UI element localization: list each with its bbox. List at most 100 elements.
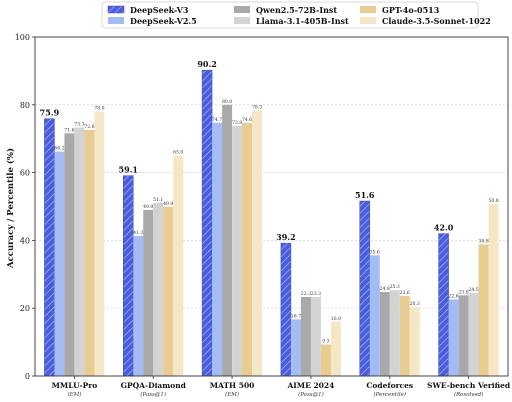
data-label: 90.2 [197, 59, 216, 69]
bar [468, 292, 479, 376]
bar [379, 291, 390, 376]
y-tick-label: 80 [20, 101, 30, 110]
bar [458, 295, 469, 376]
data-label: 9.3 [322, 338, 329, 344]
legend-swatch [360, 17, 376, 24]
bar [133, 235, 144, 376]
bar [242, 123, 253, 376]
bar [448, 299, 459, 376]
data-label: 16.0 [331, 316, 341, 322]
y-tick-label: 0 [25, 372, 30, 381]
bar [232, 125, 243, 377]
x-tick-sublabel: (EM) [67, 391, 81, 398]
data-label: 49.0 [143, 204, 153, 210]
bar [44, 118, 55, 377]
data-label: 22.6 [448, 293, 458, 299]
data-label: 23.3 [311, 291, 321, 297]
data-label: 74.6 [242, 117, 252, 123]
x-tick-sublabel: (Resolved) [454, 391, 483, 398]
x-tick-label: SWE-bench Verified [427, 381, 511, 390]
bar [389, 290, 400, 376]
data-label: 51.1 [153, 197, 163, 203]
legend-swatch [360, 6, 376, 13]
y-tick-label: 20 [20, 304, 30, 313]
value-labels: 75.9 66.2 71.673.3 72.6 78.0 59.1 41.3 49.051.1… [40, 59, 499, 344]
legend-swatch [108, 17, 124, 24]
bar [143, 209, 154, 376]
bar [64, 133, 75, 376]
data-label: 42.0 [434, 223, 454, 233]
x-tick-label: MATH 500 [210, 381, 255, 390]
bar [399, 295, 410, 376]
legend-label: DeepSeek-V2.5 [130, 16, 197, 26]
data-label: 16.7 [291, 313, 301, 319]
bar [290, 319, 301, 376]
bar [310, 297, 321, 376]
bar [280, 242, 292, 377]
data-label: 66.2 [54, 146, 64, 152]
x-tick-sublabel: (EM) [225, 391, 239, 398]
data-label: 50.8 [488, 198, 498, 204]
gridlines [35, 104, 508, 309]
legend-swatch [234, 6, 250, 13]
legend-label: GPT-4o-0513 [382, 5, 440, 15]
bar [163, 206, 174, 376]
bar [54, 151, 65, 376]
data-label: 39.2 [276, 232, 295, 242]
bar [359, 200, 370, 377]
y-tick-label: 60 [20, 169, 30, 178]
bars [44, 69, 499, 377]
bar [74, 127, 85, 376]
data-label: 23.3 [301, 291, 311, 297]
bar [409, 307, 420, 376]
data-label: 74.7 [212, 117, 222, 123]
x-tick-label: GPQA-Diamond [121, 381, 187, 390]
x-tick-sublabel: (Percentile) [374, 391, 407, 398]
legend-label: Qwen2.5-72B-Inst [256, 5, 337, 15]
x-tick-label: AIME 2024 [286, 381, 334, 390]
data-label: 71.6 [64, 127, 74, 133]
data-label: 59.1 [119, 165, 138, 175]
data-label: 41.3 [133, 230, 143, 236]
data-label: 73.8 [232, 120, 242, 126]
x-tick-sublabel: (Pass@1) [298, 391, 324, 398]
plot-frame [34, 36, 509, 377]
bar [153, 202, 164, 376]
data-label: 24.5 [468, 287, 478, 293]
legend-label: DeepSeek-V3 [130, 5, 189, 15]
axes: 020406080100MMLU-Pro(EM)GPQA-Diamond(Pas… [15, 33, 511, 398]
y-tick-label: 40 [20, 236, 30, 245]
bar [173, 155, 184, 376]
bar [212, 122, 223, 376]
bar [369, 255, 380, 376]
bar [222, 104, 233, 377]
x-tick-label: Codeforces [366, 381, 413, 390]
data-label: 24.8 [380, 286, 390, 292]
data-label: 35.6 [370, 249, 380, 255]
data-label: 73.3 [74, 122, 84, 128]
bar [438, 233, 449, 377]
data-label: 23.8 [458, 289, 468, 295]
y-tick-label: 100 [15, 33, 30, 42]
data-label: 72.6 [84, 124, 94, 130]
legend-label: Llama-3.1-405B-Inst [256, 16, 349, 26]
bar [488, 203, 499, 376]
data-label: 75.9 [40, 108, 60, 118]
data-label: 78.3 [252, 105, 262, 111]
bar [123, 175, 134, 377]
data-label: 49.9 [163, 201, 173, 207]
bar [478, 244, 489, 376]
legend-swatch [107, 5, 125, 14]
data-label: 23.6 [400, 290, 410, 296]
legend-label: Claude-3.5-Sonnet-1022 [382, 16, 491, 26]
data-label: 38.8 [478, 238, 488, 244]
legend-swatch [234, 17, 250, 24]
data-label: 78.0 [94, 106, 104, 112]
data-label: 51.6 [355, 190, 375, 200]
x-tick-sublabel: (Pass@1) [140, 391, 166, 398]
x-tick-label: MMLU-Pro [52, 381, 98, 390]
bar [84, 129, 95, 376]
bar [300, 297, 311, 376]
